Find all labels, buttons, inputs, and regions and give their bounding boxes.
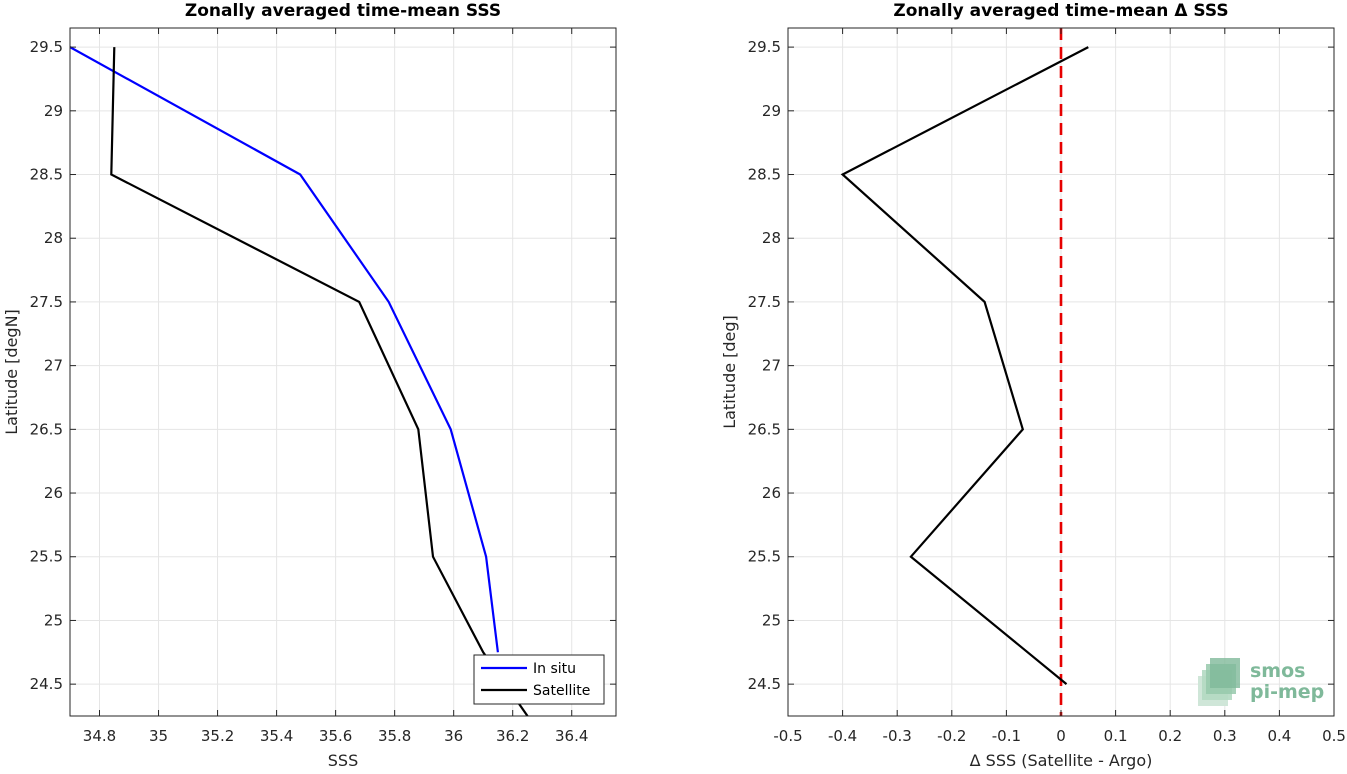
sss-x-tick-label: 34.8 <box>83 727 116 745</box>
delta-x-tick-label: 0.1 <box>1104 727 1128 745</box>
ticks-sss: 34.8 35 35.2 35.4 35.6 35.8 36 36.2 36.4 24.5 25 25… <box>30 28 616 745</box>
delta-x-tick-label: 0.4 <box>1267 727 1291 745</box>
x-axis-label-sss: SSS <box>328 751 358 770</box>
sss-y-tick-label: 26 <box>44 484 63 502</box>
delta-y-tick-label: 26 <box>762 484 781 502</box>
y-axis-label-delta: Latitude [deg] <box>720 315 739 429</box>
ticks-delta: -0.5 -0.4 -0.3 -0.2 -0.1 0 0.1 0.2 0.3 0.4 0.5 24.5… <box>748 28 1346 745</box>
delta-y-tick-label: 29 <box>762 102 781 120</box>
sss-y-tick-label: 24.5 <box>30 675 63 693</box>
grid-sss <box>70 28 616 716</box>
delta-x-tick-label: -0.5 <box>773 727 802 745</box>
sss-x-tick-label: 36.4 <box>555 727 588 745</box>
delta-y-tick-label: 26.5 <box>748 420 781 438</box>
delta-y-tick-label: 25.5 <box>748 548 781 566</box>
series-delta <box>840 28 1089 716</box>
sss-x-tick-label: 35.6 <box>319 727 352 745</box>
sss-series-line-0 <box>70 46 499 653</box>
legend-label-satellite: Satellite <box>533 683 590 699</box>
delta-y-tick-label: 27 <box>762 357 781 375</box>
delta-x-tick-label: -0.4 <box>828 727 857 745</box>
sss-x-tick-label: 35.2 <box>201 727 234 745</box>
delta-y-tick-label: 29.5 <box>748 38 781 56</box>
logo-mark-icon <box>1198 658 1240 706</box>
legend-label-in-situ: In situ <box>533 661 576 677</box>
logo-text-smos: smos <box>1250 660 1305 682</box>
chart-sss: 34.8 35 35.2 35.4 35.6 35.8 36 36.2 36.4 24.5 25 25… <box>2 1 617 770</box>
sss-series-line-1 <box>110 47 529 716</box>
sss-x-tick-label: 36.2 <box>496 727 529 745</box>
sss-y-tick-label: 29.5 <box>30 38 63 56</box>
smos-pimep-logo: smos pi-mep <box>1198 658 1324 706</box>
sss-y-tick-label: 28.5 <box>30 166 63 184</box>
sss-y-tick-label: 26.5 <box>30 420 63 438</box>
delta-x-tick-label: 0.3 <box>1213 727 1237 745</box>
delta-y-tick-label: 28.5 <box>748 166 781 184</box>
sss-y-tick-label: 25 <box>44 611 63 629</box>
delta-x-tick-label: 0 <box>1056 727 1066 745</box>
chart-delta-sss: -0.5 -0.4 -0.3 -0.2 -0.1 0 0.1 0.2 0.3 0.4 0.5 24.5… <box>720 1 1346 770</box>
delta-y-tick-label: 24.5 <box>748 675 781 693</box>
sss-y-tick-label: 27.5 <box>30 293 63 311</box>
chart-title-delta: Zonally averaged time-mean Δ SSS <box>893 1 1228 21</box>
sss-x-tick-label: 35 <box>149 727 168 745</box>
delta-x-tick-label: 0.5 <box>1322 727 1346 745</box>
sss-x-tick-label: 36 <box>444 727 463 745</box>
delta-y-tick-label: 28 <box>762 229 781 247</box>
chart-title-sss: Zonally averaged time-mean SSS <box>185 1 501 21</box>
y-axis-label-sss: Latitude [degN] <box>2 309 21 435</box>
axes-box-sss <box>69 27 617 717</box>
delta-y-tick-label: 27.5 <box>748 293 781 311</box>
legend: In situ Satellite <box>473 654 605 705</box>
sss-y-tick-label: 25.5 <box>30 548 63 566</box>
delta-x-tick-label: -0.3 <box>883 727 912 745</box>
legend-box <box>473 654 605 705</box>
delta-series-line-0 <box>840 46 1089 685</box>
sss-y-tick-label: 27 <box>44 357 63 375</box>
series-sss <box>70 46 529 716</box>
delta-y-tick-label: 25 <box>762 611 781 629</box>
sss-x-tick-label: 35.8 <box>378 727 411 745</box>
delta-x-tick-label: -0.2 <box>937 727 966 745</box>
sss-y-tick-label: 28 <box>44 229 63 247</box>
logo-text-pi-mep: pi-mep <box>1250 681 1324 703</box>
sss-y-tick-label: 29 <box>44 102 63 120</box>
delta-x-tick-label: -0.1 <box>992 727 1021 745</box>
x-axis-label-delta: Δ SSS (Satellite - Argo) <box>970 751 1153 770</box>
plot-area-sss <box>70 28 616 716</box>
delta-x-tick-label: 0.2 <box>1158 727 1182 745</box>
sss-x-tick-label: 35.4 <box>260 727 293 745</box>
